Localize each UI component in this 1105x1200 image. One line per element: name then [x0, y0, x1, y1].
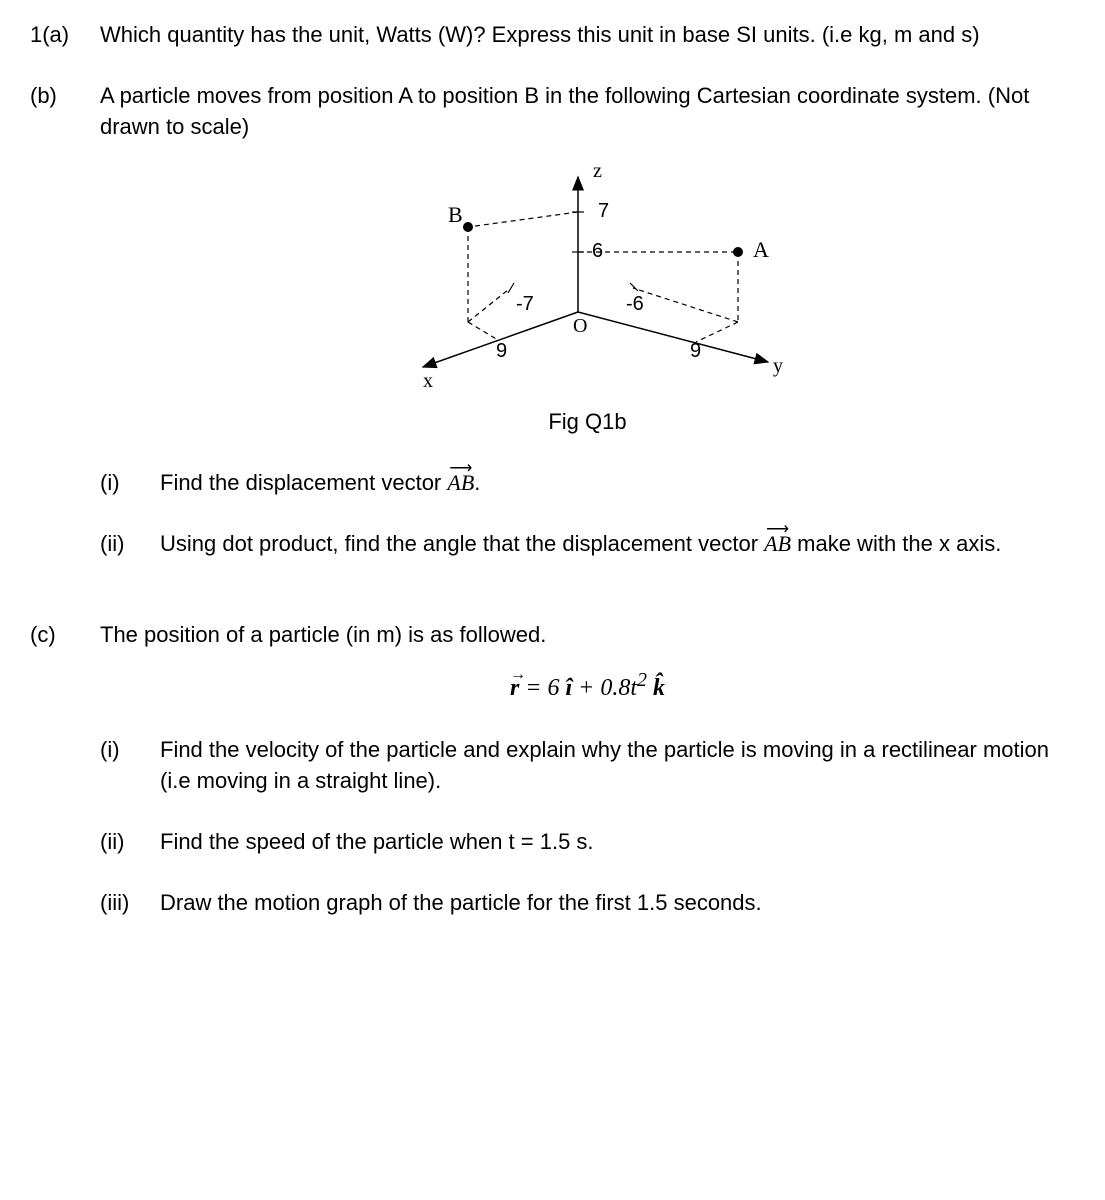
num-9-left: 9 — [496, 340, 507, 362]
q1b-content: A particle moves from position A to posi… — [100, 81, 1075, 590]
q1b-ii-label: (ii) — [100, 529, 160, 560]
q1b-text: A particle moves from position A to posi… — [100, 81, 1075, 143]
q1b-i: (i) Find the displacement vector ⟶AB. — [100, 468, 1075, 499]
q1b-ii: (ii) Using dot product, find the angle t… — [100, 529, 1075, 560]
q1c-equation: →r = 6 î + 0.8t2 k̂ — [100, 666, 1075, 706]
y-axis — [578, 312, 768, 362]
diagram-q1b: z y x O 7 6 -7 — [100, 162, 1075, 438]
question-1b: (b) A particle moves from position A to … — [30, 81, 1075, 590]
a-label: A — [753, 237, 769, 262]
q1a-content: Which quantity has the unit, Watts (W)? … — [100, 20, 1075, 51]
q1c-content: The position of a particle (in m) is as … — [100, 620, 1075, 949]
q1c-iii-content: Draw the motion graph of the particle fo… — [160, 888, 1075, 919]
sq: 2 — [637, 669, 647, 691]
q1b-label: (b) — [30, 81, 100, 112]
q1b-i-content: Find the displacement vector ⟶AB. — [160, 468, 1075, 499]
origin-label: O — [573, 315, 587, 337]
q1c-ii: (ii) Find the speed of the particle when… — [100, 827, 1075, 858]
num-6: 6 — [592, 240, 603, 262]
num-7: 7 — [598, 200, 609, 222]
q1b-i-label: (i) — [100, 468, 160, 499]
dash-a-inner2 — [696, 322, 738, 342]
q1c-text: The position of a particle (in m) is as … — [100, 620, 1075, 651]
vec-arrow-r: → — [510, 664, 519, 686]
dash-a-inner1 — [633, 288, 738, 322]
diagram-caption: Fig Q1b — [548, 407, 626, 438]
question-1c: (c) The position of a particle (in m) is… — [30, 620, 1075, 949]
vec-ab-1: ⟶AB — [447, 468, 474, 499]
q1c-label: (c) — [30, 620, 100, 651]
num-neg7: -7 — [516, 293, 534, 315]
q1b-ii-after: make with the x axis. — [791, 531, 1001, 556]
dash-b-top — [468, 212, 578, 227]
q1c-ii-label: (ii) — [100, 827, 160, 858]
q1c-i-label: (i) — [100, 735, 160, 766]
q1c-iii: (iii) Draw the motion graph of the parti… — [100, 888, 1075, 919]
vec-ab-2: ⟶AB — [764, 529, 791, 560]
q1b-i-before: Find the displacement vector — [160, 470, 447, 495]
b-label: B — [448, 202, 463, 227]
q1b-i-after: . — [474, 470, 480, 495]
tick-neg6 — [630, 283, 638, 291]
num-neg6: -6 — [626, 293, 644, 315]
num-9-right: 9 — [690, 340, 701, 362]
q1c-i: (i) Find the velocity of the particle an… — [100, 735, 1075, 797]
y-label: y — [773, 355, 783, 377]
vec-arrow-icon-2: ⟶ — [764, 519, 791, 541]
q1b-ii-content: Using dot product, find the angle that t… — [160, 529, 1075, 560]
tick-neg7 — [508, 283, 514, 293]
q1c-iii-label: (iii) — [100, 888, 160, 919]
vec-arrow-icon: ⟶ — [447, 458, 474, 480]
k-hat: k̂ — [653, 675, 665, 701]
eq-part: = 6 — [519, 675, 565, 701]
vec-r: →r — [510, 672, 519, 706]
question-1a: 1(a) Which quantity has the unit, Watts … — [30, 20, 1075, 51]
coord-diagram-svg: z y x O 7 6 -7 — [368, 162, 808, 392]
z-label: z — [593, 162, 602, 182]
point-a — [733, 247, 743, 257]
q1c-ii-content: Find the speed of the particle when t = … — [160, 827, 1075, 858]
q1b-ii-before: Using dot product, find the angle that t… — [160, 531, 764, 556]
point-b — [463, 222, 473, 232]
q1a-label: 1(a) — [30, 20, 100, 51]
dash-b-inner1 — [468, 290, 508, 322]
dash-b-inner2 — [468, 322, 498, 340]
plus-part: + 0.8t — [572, 675, 637, 701]
q1c-i-content: Find the velocity of the particle and ex… — [160, 735, 1075, 797]
x-label: x — [423, 370, 433, 392]
